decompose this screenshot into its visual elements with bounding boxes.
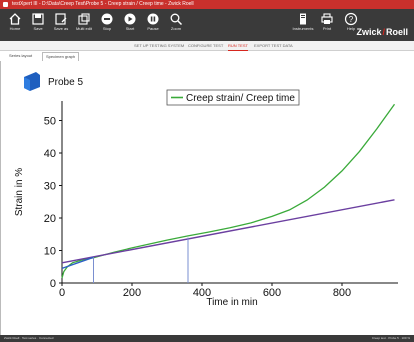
legend: Creep strain/ Creep time [166,89,300,106]
series-line-0 [61,103,396,279]
legend-entry: Creep strain/ Creep time [186,93,295,104]
x-ticks: 0 200 400 600 800 [59,283,351,299]
y-tick-label: 50 [44,116,56,128]
save-button[interactable]: Save [27,12,49,40]
creep-chart: Probe 5 Creep strain/ Creep time 0 200 400… [14,72,398,308]
x-axis-label: Time in min [206,297,257,308]
graph-panel [0,61,414,335]
help-button[interactable]: ? Help [340,12,362,40]
tab-run-test[interactable]: RUN TEST [228,41,248,51]
pause-icon [147,13,159,25]
window-title-bar: testXpert III - D:\Data\Creep Test\Probe… [0,0,414,9]
x-tick-label: 800 [333,287,351,299]
status-left: Zwick Roell · Test series · Connected [4,336,54,340]
toolbar: Home Save Save as Multi edit Stop Start … [0,9,414,41]
legend-box [166,89,300,106]
print-icon [321,13,333,24]
brand-slash: / [382,27,385,37]
start-icon [124,13,136,25]
stop-icon [101,13,113,25]
marker-layer [93,237,189,283]
start-button[interactable]: Start [119,12,141,40]
home-icon [9,13,21,25]
app-logo-icon [3,2,8,7]
x-tick-label: 600 [263,287,281,299]
y-tick-label: 10 [44,246,56,258]
home-button[interactable]: Home [4,12,26,40]
save-as-button[interactable]: Save as [50,12,72,40]
save-icon [32,13,44,25]
print-button[interactable]: Print [316,12,338,40]
series-line-2 [61,256,94,270]
save-as-icon [55,13,67,25]
status-bar: Zwick Roell · Test series · Connected Cr… [0,335,414,342]
subtab-specimen-graph[interactable]: Specimen graph [42,52,80,61]
zoom-button[interactable]: Zoom [165,12,187,40]
series-line-1 [61,199,395,264]
tab-set-up-testing-system[interactable]: SET UP TESTING SYSTEM [134,43,185,48]
x-tick-label: 200 [123,287,141,299]
y-axis-label: Strain in % [14,168,25,216]
instruments-icon [300,13,306,25]
y-tick-label: 40 [44,148,56,160]
brand-logo: Zwick/Roell [356,27,408,37]
multi-edit-button[interactable]: Multi edit [73,12,95,40]
view-subtabs: Series layout Specimen graph [0,51,414,61]
multi-edit-icon [78,13,90,25]
y-tick-label: 20 [44,213,56,225]
svg-text:?: ? [349,15,354,24]
instruments-button[interactable]: Instruments [292,12,314,40]
workflow-tabs: SET UP TESTING SYSTEM CONFIGURE TEST RUN… [0,41,414,51]
y-tick-label: 0 [50,278,56,290]
x-tick-label: 0 [59,287,65,299]
x-tick-label: 400 [193,287,211,299]
help-icon: ? [344,12,358,26]
y-tick-label: 30 [44,181,56,193]
series-layer [61,103,396,279]
pause-button[interactable]: Pause [142,12,164,40]
status-right: Creep test · Probe 5 · 100 % [371,336,410,340]
tab-configure-test[interactable]: CONFIGURE TEST [188,43,224,48]
specimen-icon [24,72,40,91]
window-title: testXpert III - D:\Data\Creep Test\Probe… [12,1,194,7]
subtab-series-layout[interactable]: Series layout [9,53,33,58]
tab-export-test-data[interactable]: EXPORT TEST DATA [254,43,293,48]
chart-title: Probe 5 [48,77,83,88]
y-ticks: 0 10 20 30 40 50 [44,116,62,290]
stop-button[interactable]: Stop [96,12,118,40]
zoom-icon [170,13,183,26]
